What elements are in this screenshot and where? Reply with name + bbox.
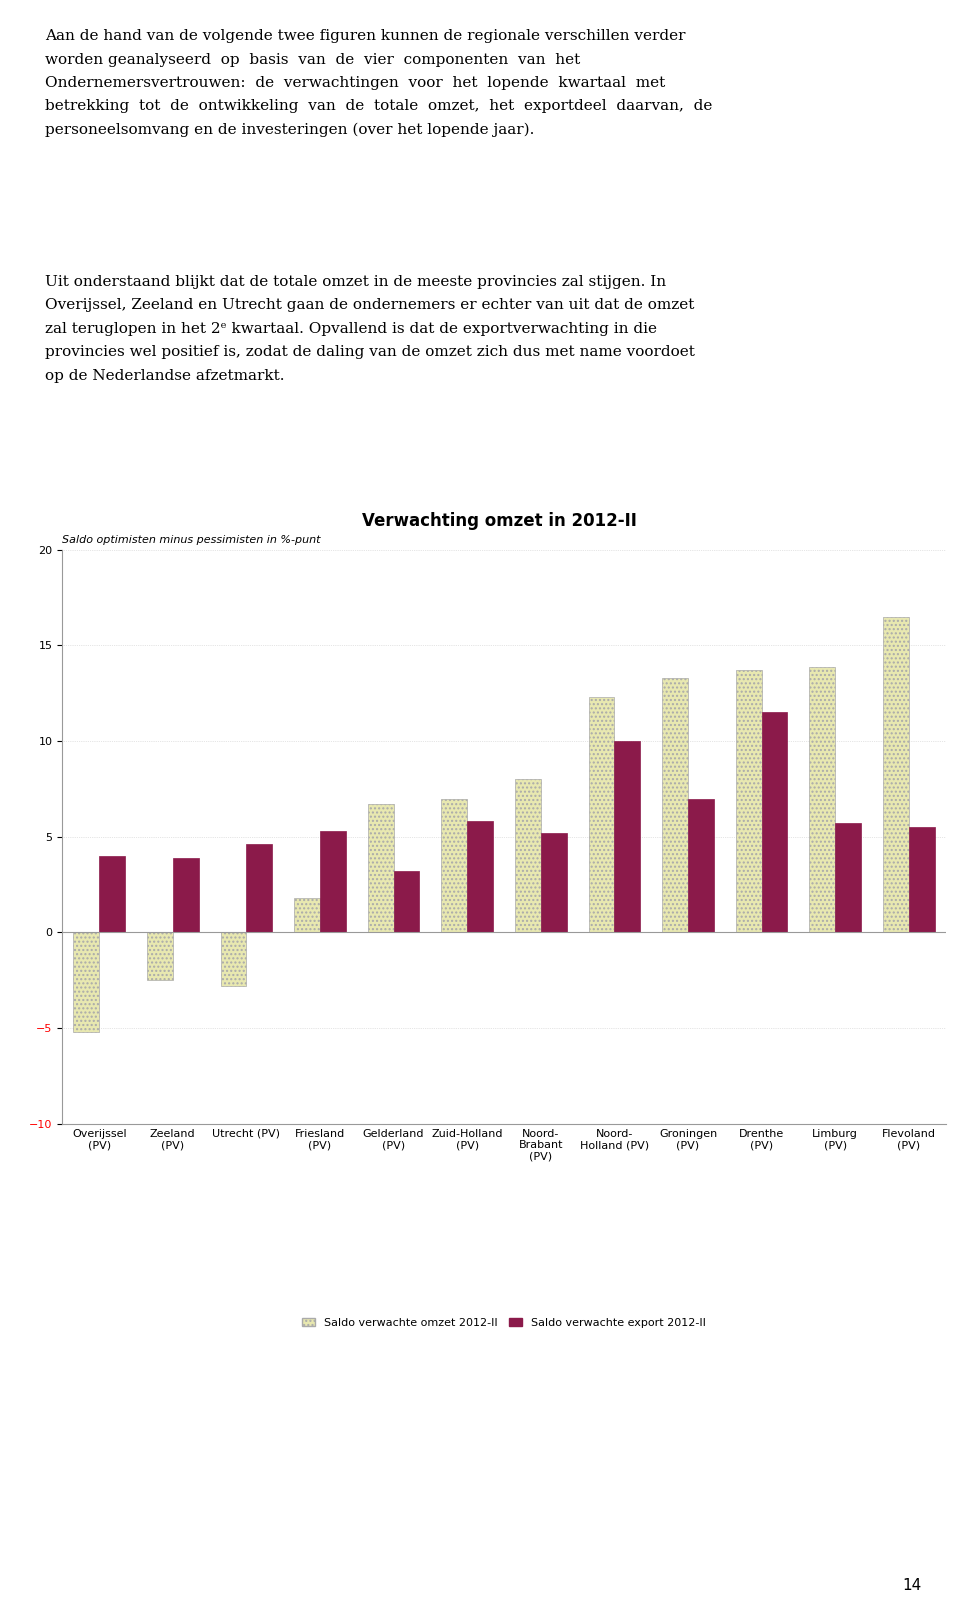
- Bar: [809, 666, 835, 933]
- Bar: [614, 741, 640, 933]
- Text: worden geanalyseerd  op  basis  van  de  vier  componenten  van  het: worden geanalyseerd op basis van de vier…: [45, 52, 581, 66]
- Text: Aan de hand van de volgende twee figuren kunnen de regionale verschillen verder: Aan de hand van de volgende twee figuren…: [45, 29, 685, 44]
- Bar: [909, 828, 935, 933]
- Bar: [468, 821, 493, 933]
- Bar: [99, 855, 125, 933]
- Text: Verwachting omzet in 2012-II: Verwachting omzet in 2012-II: [362, 513, 636, 530]
- Bar: [588, 697, 614, 933]
- Text: personeelsomvang en de investeringen (over het lopende jaar).: personeelsomvang en de investeringen (ov…: [45, 123, 535, 137]
- Bar: [516, 779, 540, 933]
- Text: provincies wel positief is, zodat de daling van de omzet zich dus met name voord: provincies wel positief is, zodat de dal…: [45, 346, 695, 359]
- Bar: [736, 671, 761, 933]
- Bar: [662, 678, 688, 933]
- Bar: [320, 831, 346, 933]
- Text: Ondernemersvertrouwen:  de  verwachtingen  voor  het  lopende  kwartaal  met: Ondernemersvertrouwen: de verwachtingen …: [45, 76, 665, 91]
- Bar: [295, 897, 320, 933]
- Bar: [688, 799, 714, 933]
- Text: zal teruglopen in het 2ᵉ kwartaal. Opvallend is dat de exportverwachting in die: zal teruglopen in het 2ᵉ kwartaal. Opval…: [45, 322, 657, 336]
- Text: Overijssel, Zeeland en Utrecht gaan de ondernemers er echter van uit dat de omze: Overijssel, Zeeland en Utrecht gaan de o…: [45, 298, 694, 312]
- Bar: [883, 616, 909, 933]
- Bar: [540, 833, 566, 933]
- Bar: [74, 933, 99, 1032]
- Bar: [368, 804, 394, 933]
- Bar: [147, 933, 173, 980]
- Legend: Saldo verwachte omzet 2012-II, Saldo verwachte export 2012-II: Saldo verwachte omzet 2012-II, Saldo ver…: [298, 1313, 710, 1332]
- Bar: [247, 844, 273, 933]
- Bar: [394, 872, 420, 933]
- Bar: [835, 823, 861, 933]
- Bar: [221, 933, 247, 986]
- Text: Uit onderstaand blijkt dat de totale omzet in de meeste provincies zal stijgen. : Uit onderstaand blijkt dat de totale omz…: [45, 275, 666, 289]
- Text: betrekking  tot  de  ontwikkeling  van  de  totale  omzet,  het  exportdeel  daa: betrekking tot de ontwikkeling van de to…: [45, 100, 712, 113]
- Bar: [173, 859, 199, 933]
- Text: Saldo optimisten minus pessimisten in %-punt: Saldo optimisten minus pessimisten in %-…: [62, 535, 321, 545]
- Bar: [761, 713, 787, 933]
- Text: 14: 14: [902, 1578, 922, 1593]
- Bar: [442, 799, 468, 933]
- Text: op de Nederlandse afzetmarkt.: op de Nederlandse afzetmarkt.: [45, 369, 284, 383]
